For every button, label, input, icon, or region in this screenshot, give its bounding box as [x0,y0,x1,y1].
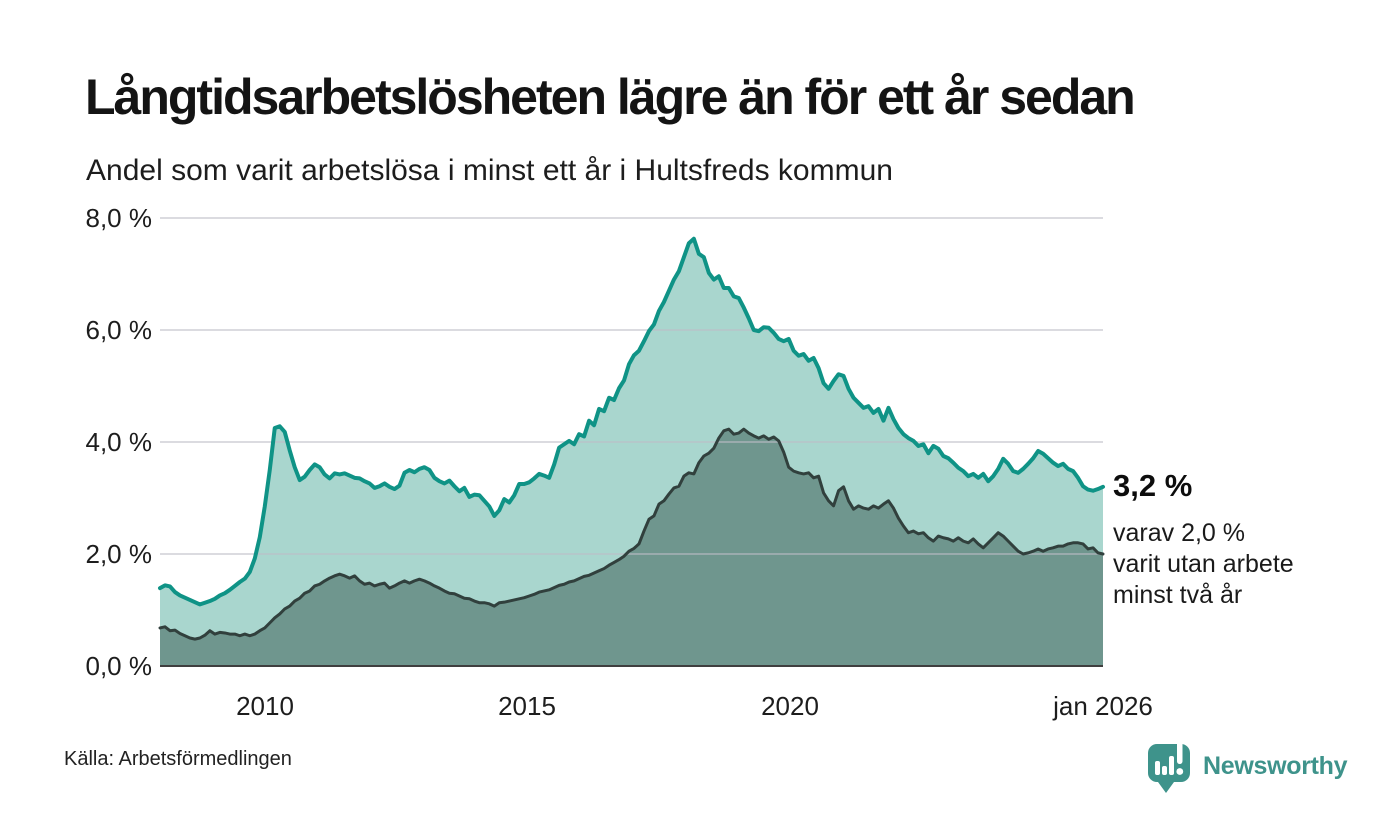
newsworthy-chart-bubble-icon [1146,740,1192,801]
y-tick-label: 6,0 % [85,315,153,345]
latest-value-detail: varav 2,0 % varit utan arbete minst två … [1113,518,1294,611]
x-tick-label: 2015 [498,691,556,721]
detail-line: varav 2,0 % [1113,519,1246,547]
detail-line: minst två år [1113,581,1243,609]
y-tick-label: 2,0 % [85,539,153,569]
branding: Newsworthy [1146,740,1348,801]
page-title: Långtidsarbetslösheten lägre än för ett … [85,69,1136,125]
y-tick-label: 4,0 % [85,427,153,457]
x-tick-label: 2010 [236,691,294,721]
x-tick-label: jan 2026 [1053,691,1153,721]
y-tick-label: 0,0 % [85,651,153,681]
source-label: Källa: Arbetsförmedlingen [64,748,292,770]
latest-value-label: 3,2 % [1113,468,1193,503]
page-subtitle: Andel som varit arbetslösa i minst ett å… [86,154,893,187]
x-tick-label: 2020 [761,691,819,721]
y-tick-label: 8,0 % [85,203,153,233]
detail-line: varit utan arbete [1113,550,1294,578]
branding-name: Newsworthy [1203,752,1348,780]
